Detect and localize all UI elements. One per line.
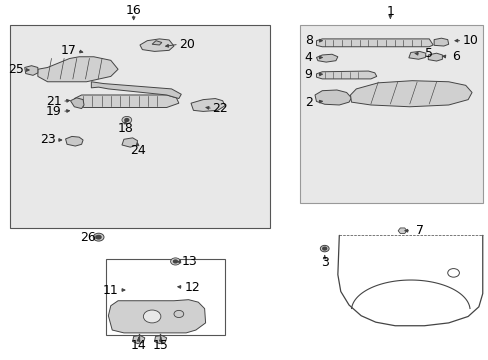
Polygon shape [74, 95, 179, 108]
Bar [10, 24, 270, 228]
Text: 18: 18 [117, 122, 133, 135]
Text: 1: 1 [386, 5, 393, 18]
Text: 8: 8 [304, 34, 312, 47]
Text: 4: 4 [304, 51, 312, 64]
Text: 19: 19 [46, 105, 61, 118]
Text: 17: 17 [61, 44, 76, 57]
Circle shape [170, 258, 180, 265]
Polygon shape [132, 336, 144, 343]
Text: 3: 3 [320, 256, 328, 269]
Polygon shape [316, 54, 337, 62]
Text: 11: 11 [102, 284, 119, 297]
Polygon shape [108, 300, 205, 333]
Circle shape [174, 310, 183, 318]
Circle shape [322, 247, 326, 250]
Bar [106, 258, 224, 336]
Polygon shape [65, 136, 83, 146]
Polygon shape [70, 98, 84, 109]
Polygon shape [91, 82, 181, 99]
Polygon shape [191, 99, 224, 111]
Polygon shape [408, 51, 425, 59]
Circle shape [143, 310, 161, 323]
Text: 9: 9 [304, 68, 312, 81]
Text: 23: 23 [40, 134, 55, 147]
Text: 15: 15 [153, 338, 168, 351]
Text: 26: 26 [80, 231, 96, 244]
Text: 5: 5 [425, 48, 432, 60]
Text: 20: 20 [179, 38, 195, 51]
Circle shape [447, 269, 458, 277]
Text: 2: 2 [304, 96, 312, 109]
Polygon shape [154, 336, 166, 343]
Polygon shape [427, 53, 442, 61]
Polygon shape [316, 71, 376, 79]
Text: 21: 21 [46, 95, 61, 108]
Circle shape [93, 233, 104, 241]
Circle shape [124, 118, 128, 121]
Text: 24: 24 [129, 144, 145, 157]
Circle shape [96, 235, 101, 239]
Text: 16: 16 [125, 4, 141, 17]
Circle shape [122, 116, 131, 123]
Polygon shape [140, 39, 174, 51]
Circle shape [320, 246, 328, 252]
Text: 7: 7 [415, 224, 423, 237]
Text: 10: 10 [462, 34, 478, 47]
Polygon shape [433, 38, 448, 46]
Bar [300, 24, 482, 203]
Polygon shape [316, 39, 432, 47]
Polygon shape [152, 41, 162, 45]
Polygon shape [397, 228, 406, 234]
Text: 12: 12 [184, 281, 200, 294]
Text: 22: 22 [212, 102, 227, 115]
Polygon shape [25, 66, 38, 75]
Polygon shape [38, 57, 118, 82]
Polygon shape [350, 81, 471, 107]
Text: 14: 14 [130, 338, 146, 351]
Text: 13: 13 [182, 255, 198, 268]
Polygon shape [314, 90, 351, 105]
Text: 25: 25 [8, 63, 24, 76]
Polygon shape [122, 138, 137, 147]
Text: 6: 6 [451, 50, 459, 63]
Circle shape [173, 260, 177, 263]
